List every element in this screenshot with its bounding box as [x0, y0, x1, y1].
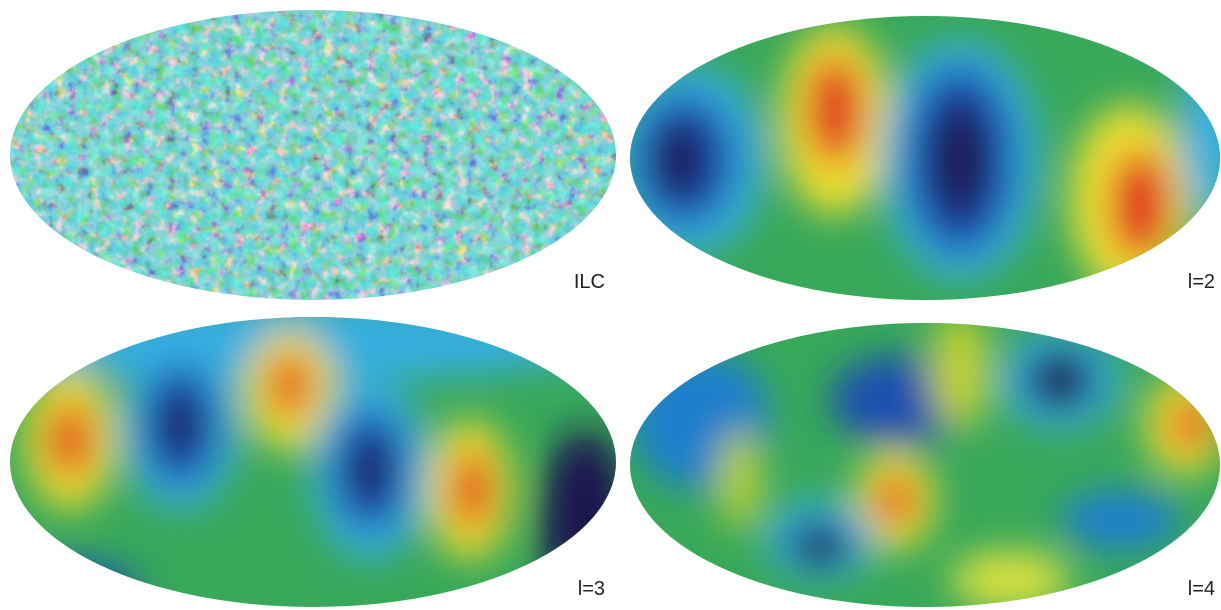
figure: ILC l=2 l=3 l=4: [0, 0, 1221, 610]
l2-map: [615, 0, 1221, 310]
page: {"panels": [{"label": "ILC"}, {"label": …: [0, 0, 1221, 610]
ilc-map: [0, 0, 620, 310]
panel-label: l=4: [1188, 578, 1215, 600]
panel-label: l=2: [1188, 271, 1215, 293]
l3-map: [0, 300, 630, 610]
l4-map: [620, 310, 1221, 610]
panel-label: ILC: [574, 271, 605, 293]
panel-label: l=3: [578, 578, 605, 600]
